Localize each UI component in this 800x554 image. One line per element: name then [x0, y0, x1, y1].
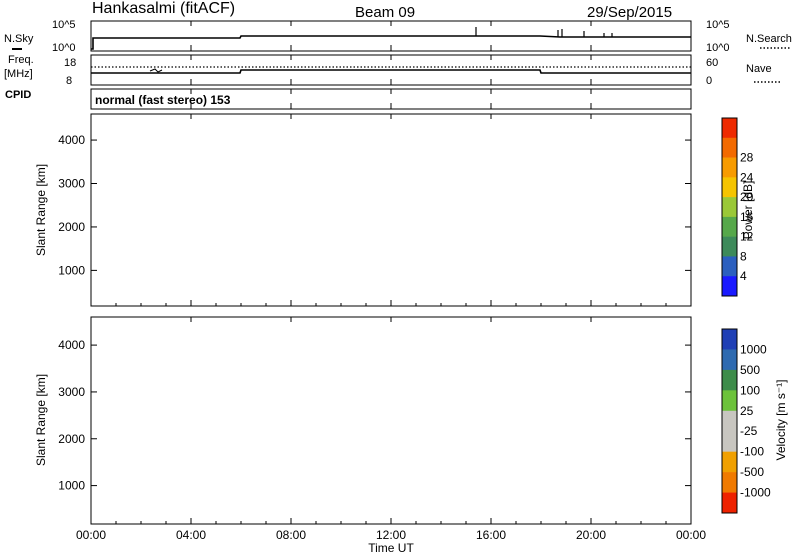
freq-label-line1: Freq.: [8, 54, 34, 66]
power-y-label: Slant Range [km]: [34, 164, 48, 256]
nsky-label: N.Sky: [4, 33, 34, 45]
noise-tick-left-low: 10^0: [52, 42, 76, 54]
power-panel: 1000 2000 3000 4000 Slant Range [km] 4 8 12 16…: [34, 113, 755, 307]
noise-tick-right-low: 10^0: [706, 42, 730, 54]
y-tick-label: 4000: [58, 133, 85, 147]
colorbar-swatch: [722, 157, 737, 178]
y-tick-label: 1000: [58, 263, 85, 277]
power-colorbar: 4 8 12 16 20 24 28: [721, 117, 754, 297]
colorbar-tick-label: 8: [740, 249, 747, 263]
frequency-panel: Freq. [MHz] CPID 18 8 60 0 Nave: [4, 54, 780, 101]
power-colorbar-label: Power [dB]: [741, 181, 755, 240]
colorbar-tick-label: 20: [740, 190, 754, 204]
colorbar-swatch: [722, 256, 737, 277]
colorbar-swatch: [722, 197, 737, 218]
y-tick-label: 3000: [58, 177, 85, 191]
cpid-label: CPID: [5, 89, 31, 101]
nsearch-label: N.Search: [746, 33, 792, 45]
noise-tick-right-high: 10^5: [706, 19, 730, 31]
freq-label-line2: [MHz]: [4, 68, 33, 80]
nave-tick-right-low: 0: [706, 75, 712, 87]
freq-trace: [91, 69, 691, 74]
y-tick-label: 2000: [58, 220, 85, 234]
noise-panel: N.Sky 10^5 10^0 10^5 10^0 N.Search: [4, 19, 792, 54]
freq-tick-left-low: 8: [66, 75, 72, 87]
colorbar-tick-label: 28: [740, 151, 754, 165]
station-title: Hankasalmi (fitACF): [92, 0, 235, 17]
colorbar-swatch: [722, 118, 737, 139]
nsky-spikes: [475, 27, 613, 37]
colorbar-tick-label: 24: [740, 170, 754, 184]
date-title: 29/Sep/2015: [587, 4, 672, 21]
noise-tick-left-high: 10^5: [52, 19, 76, 31]
beam-title: Beam 09: [355, 4, 415, 21]
freq-tick-left-high: 18: [64, 57, 76, 69]
colorbar-swatch: [722, 216, 737, 237]
colorbar-tick-label: 12: [740, 230, 754, 244]
power-y-ticks: 1000 2000 3000 4000: [58, 133, 691, 277]
nave-label: Nave: [746, 63, 772, 75]
colorbar-tick-label: 4: [740, 269, 747, 283]
colorbar-swatch: [722, 137, 737, 158]
colorbar-swatch: [722, 236, 737, 257]
colorbar-tick-label: 16: [740, 210, 754, 224]
cpid-text: normal (fast stereo) 153: [95, 93, 231, 107]
colorbar-swatch: [722, 177, 737, 198]
colorbar-swatch: [722, 276, 737, 297]
nsky-trace: [91, 35, 691, 50]
nave-tick-right-high: 60: [706, 57, 718, 69]
